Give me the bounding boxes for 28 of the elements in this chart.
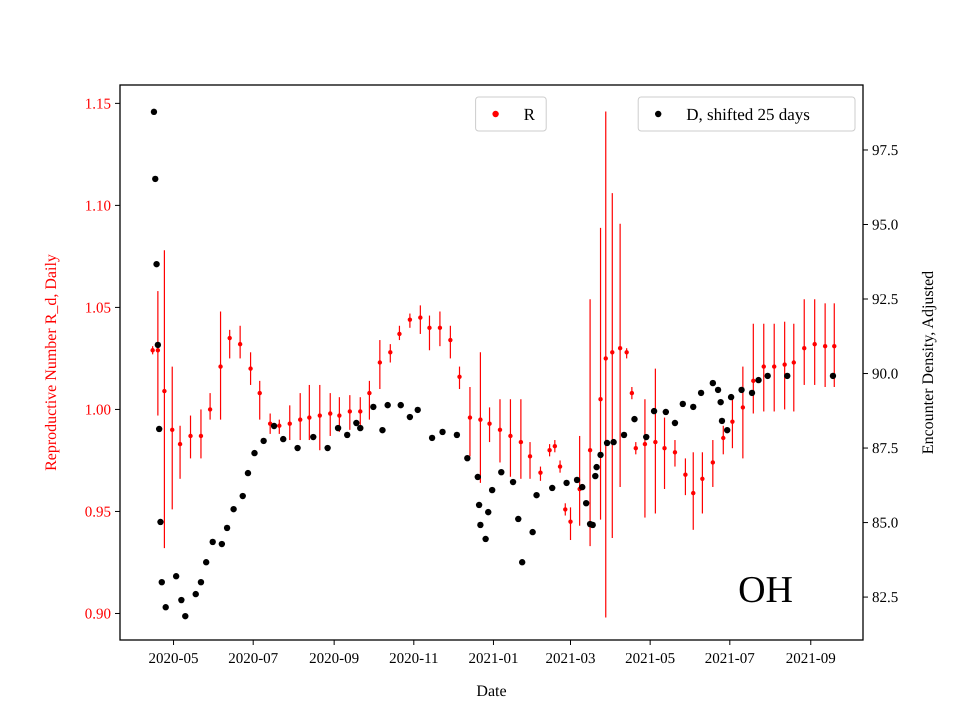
annotation: OH [738, 569, 793, 611]
y2-tick-label: 82.5 [872, 590, 898, 606]
x-tick-label: 2020-11 [389, 651, 439, 667]
y2-axis-title: Encounter Density, Adjusted [920, 270, 937, 454]
x-tick-label: 2021-03 [546, 651, 596, 667]
x-tick-label: 2021-09 [786, 651, 836, 667]
y2-tick-label: 87.5 [872, 441, 898, 458]
y-axis-title: Reproductive Number R_d, Daily [43, 254, 60, 471]
legend-label: R [524, 105, 536, 124]
x-tick-label: 2021-05 [625, 651, 676, 667]
legend-label: D, shifted 25 days [686, 105, 810, 124]
x-tick-label: 2020-07 [228, 651, 279, 667]
y2-tick-label: 90.0 [872, 366, 898, 383]
y2-tick-label: 85.0 [872, 516, 898, 532]
y-tick-label: 1.10 [84, 198, 111, 214]
y-tick-label: 1.15 [84, 96, 111, 112]
x-tick-label: 2021-07 [704, 651, 756, 667]
y2-tick-label: 92.5 [872, 292, 898, 308]
y-tick-label: 1.05 [84, 300, 111, 316]
y-tick-label: 0.95 [84, 504, 111, 520]
y-tick-label: 0.90 [84, 606, 111, 622]
y2-tick-label: 95.0 [872, 217, 898, 234]
x-axis-title: Date [476, 683, 507, 700]
x-tick-label: 2021-01 [468, 651, 518, 667]
x-tick-label: 2020-05 [148, 651, 199, 667]
y2-tick-label: 97.5 [872, 142, 898, 159]
y-tick-label: 1.00 [84, 402, 111, 418]
x-tick-label: 2020-09 [309, 651, 360, 667]
